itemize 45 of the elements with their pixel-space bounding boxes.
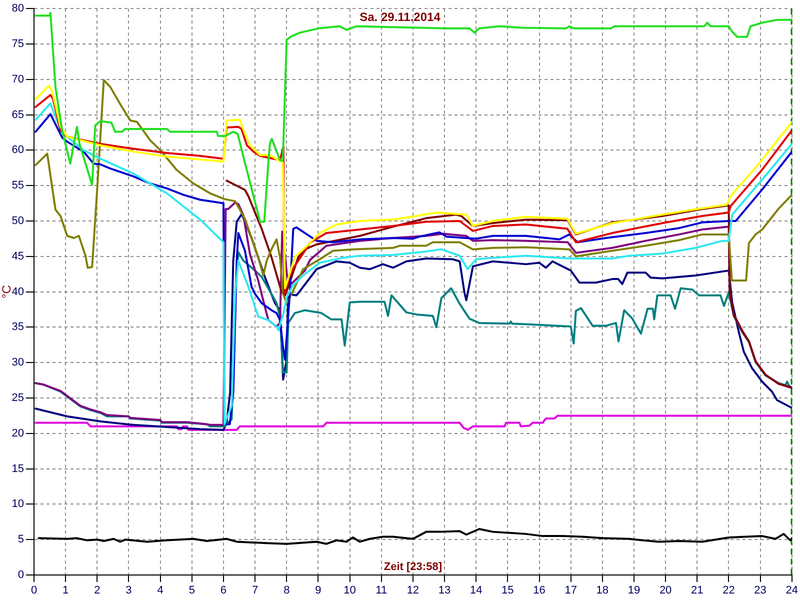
- x-tick-label: 16: [533, 584, 546, 597]
- y-tick-label: 25: [12, 392, 24, 404]
- x-tick-label: 21: [691, 584, 704, 597]
- x-tick-label: 24: [786, 584, 798, 597]
- x-tick-label: 0: [30, 584, 38, 597]
- y-tick-label: 45: [12, 250, 24, 262]
- y-tick-label: 35: [12, 321, 24, 334]
- y-axis-title: °C: [0, 284, 14, 299]
- y-tick-label: 70: [12, 73, 24, 86]
- y-tick-label: 10: [12, 498, 24, 510]
- x-tick-label: 7: [252, 584, 258, 597]
- x-tick-label: 19: [628, 584, 640, 597]
- chart-title: Sa. 29.11.2014: [360, 10, 441, 24]
- x-tick-label: 15: [502, 584, 514, 597]
- y-tick-label: 65: [12, 108, 24, 121]
- x-tick-label: 4: [157, 584, 164, 597]
- y-tick-label: 15: [12, 462, 24, 475]
- x-tick-label: 23: [754, 584, 766, 597]
- x-tick-label: 17: [564, 584, 577, 597]
- y-tick-label: 5: [18, 534, 24, 546]
- x-tick-label: 6: [220, 584, 227, 597]
- x-tick-label: 14: [470, 584, 482, 597]
- x-tick-label: 20: [659, 584, 672, 597]
- x-tick-label: 10: [344, 584, 356, 597]
- x-tick-label: 12: [406, 584, 420, 597]
- x-tick-label: 13: [438, 584, 451, 597]
- y-tick-label: 20: [12, 427, 24, 440]
- x-tick-label: 2: [94, 584, 100, 597]
- x-tick-label: 11: [376, 584, 388, 597]
- x-axis-title: Zeit [23:58]: [384, 561, 442, 574]
- x-tick-label: 22: [722, 584, 735, 597]
- y-tick-label: 75: [12, 38, 24, 50]
- x-tick-label: 5: [188, 584, 195, 597]
- x-tick-label: 3: [126, 584, 132, 597]
- y-tick-label: 30: [12, 356, 24, 369]
- x-tick-label: 8: [284, 584, 290, 597]
- y-tick-label: 55: [12, 180, 24, 192]
- x-tick-label: 18: [596, 584, 609, 597]
- y-tick-label: 50: [12, 215, 24, 228]
- x-tick-label: 9: [315, 584, 322, 597]
- y-tick-label: 80: [12, 2, 24, 15]
- x-tick-label: 1: [62, 584, 69, 597]
- y-tick-label: 60: [12, 144, 24, 156]
- y-tick-label: 0: [18, 569, 24, 582]
- y-tick-label: 40: [12, 286, 24, 298]
